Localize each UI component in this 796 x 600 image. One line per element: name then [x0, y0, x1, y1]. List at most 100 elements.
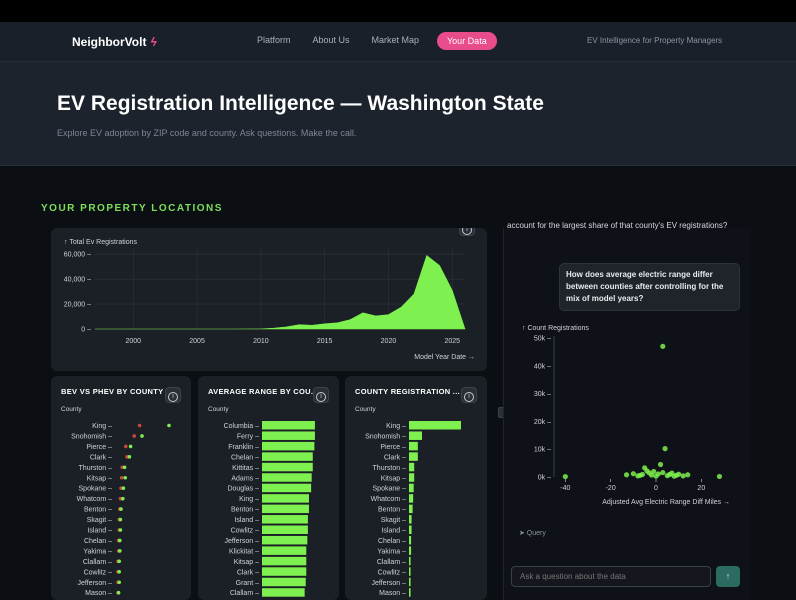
- window-top-strip: [0, 0, 796, 22]
- bev-point: [124, 444, 128, 449]
- bev-phev-chart: King – Snohomish – Pierce – Clark – Thurston…: [71, 423, 171, 597]
- category-label: Kitsap –: [87, 475, 112, 482]
- brand-logo[interactable]: NeighborVolt ϟ: [72, 35, 157, 49]
- count-bar: [409, 535, 412, 545]
- category-label: Clark –: [384, 454, 406, 461]
- count-bar: [409, 452, 418, 461]
- x-tick-label: 20: [697, 485, 705, 492]
- category-label: Jefferson –: [224, 538, 259, 545]
- category-label: Yakima –: [377, 548, 406, 555]
- phev-point: [127, 455, 132, 459]
- area-series: [95, 254, 466, 330]
- scatter-point: [680, 473, 686, 479]
- count-bar: [409, 421, 461, 430]
- category-label: Pierce –: [380, 444, 406, 451]
- scatter-point: [623, 472, 630, 478]
- count-bar: [409, 567, 411, 576]
- y-tick-label: 30k –: [534, 391, 551, 398]
- phev-point: [167, 423, 171, 428]
- area-chart: ↑ Total Ev Registrations 0 – 20,000 – 40,00…: [64, 239, 475, 361]
- category-label: Benton –: [231, 507, 259, 514]
- category-label: Pierce –: [86, 444, 112, 451]
- nav-tagline: EV Intelligence for Property Managers: [587, 36, 723, 45]
- count-bar: [409, 577, 411, 587]
- category-label: Snohomish –: [365, 433, 406, 440]
- phev-point: [118, 549, 122, 553]
- category-label: Clallam –: [230, 590, 259, 597]
- nav-link-market-map[interactable]: Market Map: [371, 35, 420, 45]
- x-tick-label: 2005: [189, 338, 205, 345]
- phev-point: [122, 465, 127, 470]
- category-label: Island –: [87, 528, 112, 535]
- range-bar: [262, 431, 315, 440]
- axis-label: County: [61, 406, 82, 413]
- category-label: Ferry –: [237, 433, 259, 440]
- phev-point: [140, 434, 144, 438]
- scatter-point: [716, 473, 723, 480]
- phev-point: [128, 444, 133, 449]
- count-bar: [409, 483, 414, 493]
- y-tick-label: 10k –: [534, 447, 551, 454]
- nav-link-platform[interactable]: Platform: [257, 35, 291, 45]
- hero-banner: EV Registration Intelligence — Washingto…: [0, 62, 796, 166]
- category-label: Island –: [234, 517, 259, 524]
- phev-point: [116, 590, 121, 595]
- category-label: Island –: [381, 528, 406, 535]
- arrow-up-icon[interactable]: ↑: [716, 566, 740, 587]
- info-icon[interactable]: i: [461, 387, 477, 403]
- count-bar: [409, 494, 414, 503]
- y-tick-label: 60,000 –: [64, 252, 91, 259]
- area-chart-card: i ↑ Total Ev Registrations 0 – 20,000 – 40,…: [51, 228, 487, 371]
- top-nav: NeighborVolt ϟ Platform About Us Market M…: [0, 22, 796, 62]
- info-icon[interactable]: i: [165, 387, 181, 403]
- category-label: King –: [386, 423, 406, 430]
- nav-links: Platform About Us Market Map: [257, 35, 441, 45]
- x-axis-label: Model Year Date →: [414, 354, 475, 361]
- user-question-bubble: How does average electric range differ b…: [559, 263, 740, 311]
- ask-question-input[interactable]: [511, 566, 711, 587]
- range-bar: [262, 567, 307, 576]
- range-bar: [262, 483, 312, 493]
- x-axis-label: Adjusted Avg Electric Range Diff Miles →: [602, 499, 730, 506]
- range-bar: [262, 441, 315, 451]
- category-label: Columbia –: [224, 423, 260, 430]
- count-bar: [409, 462, 415, 472]
- scatter-point: [630, 471, 636, 477]
- phev-point: [121, 486, 126, 490]
- average-range-card: AVERAGE RANGE BY COU... i County Columbi…: [198, 376, 339, 600]
- info-icon[interactable]: i: [459, 228, 475, 236]
- category-label: Cowlitz –: [378, 569, 407, 576]
- category-label: Spokane –: [79, 486, 113, 493]
- county-registration-card: COUNTY REGISTRATION ... i County King – S…: [345, 376, 487, 600]
- info-icon[interactable]: i: [313, 387, 329, 403]
- phev-point: [123, 475, 127, 480]
- range-bar: [262, 473, 312, 482]
- scatter-point: [637, 472, 643, 478]
- count-bar: [409, 431, 422, 440]
- count-bar: [409, 441, 418, 451]
- nav-link-your-data[interactable]: Your Data: [437, 32, 497, 50]
- phev-point: [117, 559, 121, 564]
- range-bar: [262, 546, 307, 555]
- category-label: Skagit –: [381, 517, 406, 524]
- category-label: Klickitat –: [229, 548, 259, 555]
- scatter-point: [676, 471, 682, 477]
- y-tick-label: 20k –: [534, 419, 551, 426]
- lightning-bolt-icon: ϟ: [150, 35, 157, 49]
- category-label: Clallam –: [83, 559, 112, 566]
- brand-name: NeighborVolt: [72, 35, 147, 49]
- query-toggle[interactable]: ➤ Query: [519, 530, 546, 537]
- category-label: King –: [239, 496, 259, 503]
- category-label: Kitsap –: [381, 475, 406, 482]
- y-tick-label: 40k –: [534, 363, 551, 370]
- range-bar: [262, 504, 309, 514]
- x-tick-label: -20: [606, 485, 616, 492]
- category-label: Snohomish –: [71, 433, 112, 440]
- category-label: Jefferson –: [77, 580, 112, 587]
- phev-point: [118, 528, 123, 532]
- category-label: Chelan –: [231, 454, 259, 461]
- nav-link-about-us[interactable]: About Us: [312, 35, 350, 45]
- scatter-point: [655, 471, 661, 477]
- y-tick-label: 50k –: [534, 336, 551, 343]
- page-subtitle: Explore EV adoption by ZIP code and coun…: [57, 128, 357, 138]
